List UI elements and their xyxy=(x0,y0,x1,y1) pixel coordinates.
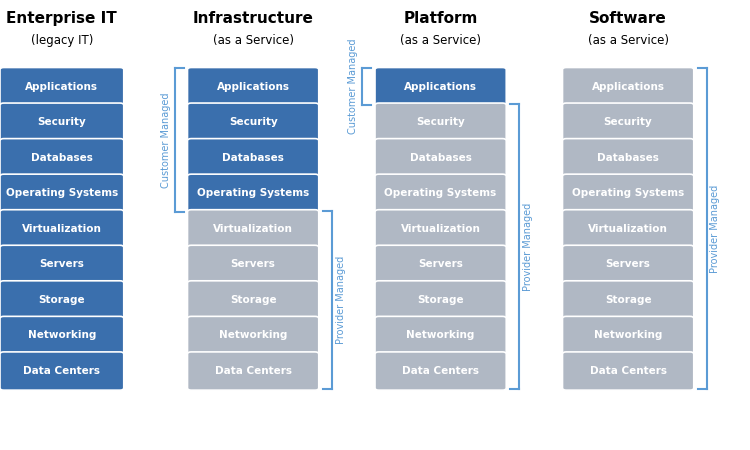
Text: Data Centers: Data Centers xyxy=(402,366,479,376)
Text: Security: Security xyxy=(229,117,278,127)
Text: Networking: Networking xyxy=(406,330,475,341)
FancyBboxPatch shape xyxy=(188,210,319,248)
Text: (as a Service): (as a Service) xyxy=(588,34,669,47)
Text: Security: Security xyxy=(38,117,86,127)
FancyBboxPatch shape xyxy=(188,139,319,177)
Text: Applications: Applications xyxy=(592,81,664,92)
FancyBboxPatch shape xyxy=(375,281,506,319)
FancyBboxPatch shape xyxy=(375,210,506,248)
FancyBboxPatch shape xyxy=(562,245,694,284)
FancyBboxPatch shape xyxy=(188,103,319,141)
Text: Databases: Databases xyxy=(597,153,659,163)
Text: Applications: Applications xyxy=(404,81,477,92)
FancyBboxPatch shape xyxy=(375,139,506,177)
FancyBboxPatch shape xyxy=(188,316,319,355)
FancyBboxPatch shape xyxy=(375,174,506,212)
Text: Virtualization: Virtualization xyxy=(22,224,102,234)
Text: Security: Security xyxy=(604,117,652,127)
Text: Customer Managed: Customer Managed xyxy=(348,39,358,135)
Text: Operating Systems: Operating Systems xyxy=(197,188,309,198)
FancyBboxPatch shape xyxy=(375,245,506,284)
FancyBboxPatch shape xyxy=(562,139,694,177)
Text: Data Centers: Data Centers xyxy=(23,366,100,376)
FancyBboxPatch shape xyxy=(188,68,319,106)
Text: Virtualization: Virtualization xyxy=(588,224,668,234)
Text: Operating Systems: Operating Systems xyxy=(385,188,496,198)
Text: Networking: Networking xyxy=(28,330,96,341)
Text: Data Centers: Data Centers xyxy=(214,366,292,376)
Text: Networking: Networking xyxy=(594,330,662,341)
FancyBboxPatch shape xyxy=(0,68,124,106)
Text: Servers: Servers xyxy=(231,259,275,270)
FancyBboxPatch shape xyxy=(0,174,124,212)
Text: Storage: Storage xyxy=(38,295,86,305)
FancyBboxPatch shape xyxy=(562,281,694,319)
Text: Provider Managed: Provider Managed xyxy=(523,202,533,291)
Text: Provider Managed: Provider Managed xyxy=(710,184,721,273)
FancyBboxPatch shape xyxy=(0,210,124,248)
FancyBboxPatch shape xyxy=(188,174,319,212)
Text: Servers: Servers xyxy=(40,259,84,270)
FancyBboxPatch shape xyxy=(0,352,124,390)
FancyBboxPatch shape xyxy=(188,245,319,284)
FancyBboxPatch shape xyxy=(0,139,124,177)
Text: Security: Security xyxy=(416,117,465,127)
FancyBboxPatch shape xyxy=(0,316,124,355)
FancyBboxPatch shape xyxy=(375,352,506,390)
FancyBboxPatch shape xyxy=(562,103,694,141)
Text: Databases: Databases xyxy=(410,153,472,163)
Text: Storage: Storage xyxy=(417,295,464,305)
Text: Enterprise IT: Enterprise IT xyxy=(7,11,117,26)
Text: Provider Managed: Provider Managed xyxy=(335,256,346,344)
Text: Infrastructure: Infrastructure xyxy=(193,11,314,26)
Text: Data Centers: Data Centers xyxy=(590,366,667,376)
FancyBboxPatch shape xyxy=(0,281,124,319)
Text: Customer Managed: Customer Managed xyxy=(160,92,171,188)
Text: Databases: Databases xyxy=(222,153,284,163)
FancyBboxPatch shape xyxy=(188,352,319,390)
Text: Operating Systems: Operating Systems xyxy=(6,188,118,198)
FancyBboxPatch shape xyxy=(0,103,124,141)
Text: Storage: Storage xyxy=(230,295,277,305)
FancyBboxPatch shape xyxy=(188,281,319,319)
FancyBboxPatch shape xyxy=(375,68,506,106)
FancyBboxPatch shape xyxy=(0,245,124,284)
Text: Servers: Servers xyxy=(606,259,650,270)
Text: (legacy IT): (legacy IT) xyxy=(31,34,93,47)
Text: Networking: Networking xyxy=(219,330,287,341)
Text: Virtualization: Virtualization xyxy=(400,224,481,234)
Text: Software: Software xyxy=(590,11,667,26)
FancyBboxPatch shape xyxy=(562,68,694,106)
FancyBboxPatch shape xyxy=(375,103,506,141)
Text: Applications: Applications xyxy=(217,81,290,92)
Text: Applications: Applications xyxy=(26,81,98,92)
FancyBboxPatch shape xyxy=(562,210,694,248)
Text: (as a Service): (as a Service) xyxy=(213,34,294,47)
FancyBboxPatch shape xyxy=(562,352,694,390)
Text: Platform: Platform xyxy=(404,11,478,26)
Text: Storage: Storage xyxy=(604,295,652,305)
Text: (as a Service): (as a Service) xyxy=(400,34,482,47)
FancyBboxPatch shape xyxy=(562,174,694,212)
Text: Operating Systems: Operating Systems xyxy=(572,188,684,198)
Text: Servers: Servers xyxy=(419,259,463,270)
FancyBboxPatch shape xyxy=(375,316,506,355)
Text: Databases: Databases xyxy=(31,153,93,163)
Text: Virtualization: Virtualization xyxy=(213,224,293,234)
FancyBboxPatch shape xyxy=(562,316,694,355)
